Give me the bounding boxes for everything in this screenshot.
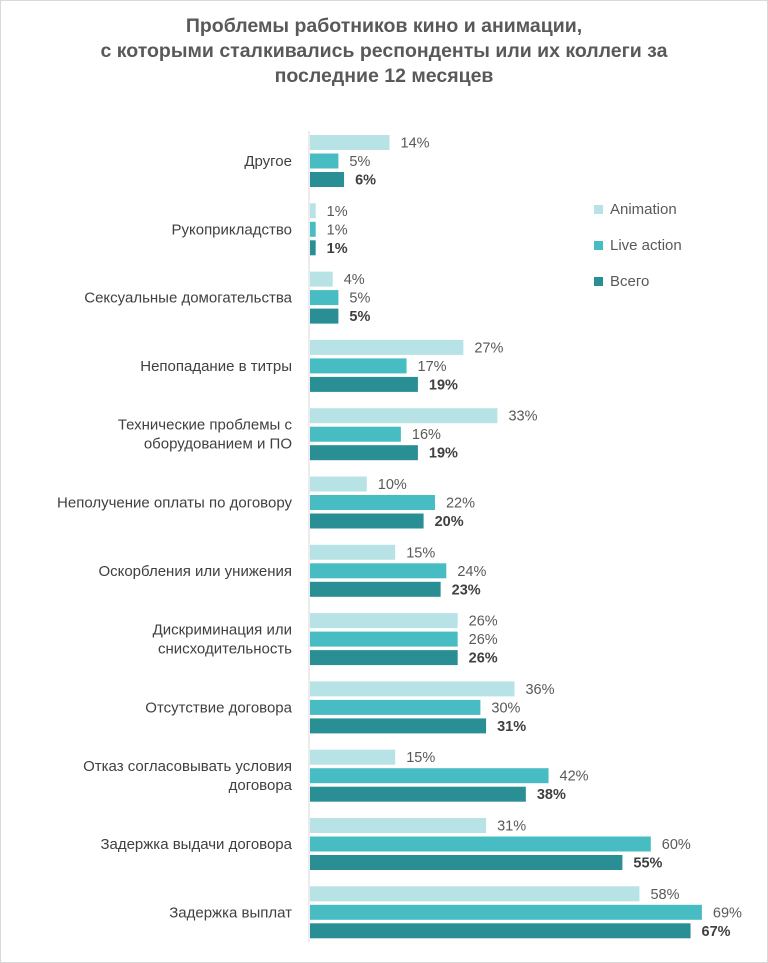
bar-всего: [310, 240, 316, 256]
legend-swatch: [594, 205, 603, 214]
bar-animation: [310, 408, 498, 424]
category-label: Задержка выплат: [169, 904, 292, 921]
bar-live-action: [310, 768, 549, 784]
category-label: Сексуальные домогательства: [84, 290, 292, 307]
bar-всего: [310, 308, 339, 324]
data-label: 17%: [418, 359, 447, 375]
data-label: 19%: [429, 446, 458, 462]
data-label: 1%: [327, 222, 348, 238]
data-label: 38%: [537, 787, 566, 803]
chart-title-line-2: с которыми сталкивались респонденты или …: [100, 40, 668, 62]
data-label: 15%: [406, 750, 435, 766]
data-label: 24%: [457, 564, 486, 580]
category-label: Дискриминация или: [153, 622, 292, 639]
data-label: 6%: [355, 173, 376, 189]
data-label: 69%: [713, 905, 742, 921]
bar-live-action: [310, 699, 481, 715]
bar-live-action: [310, 153, 339, 169]
data-label: 31%: [497, 819, 526, 835]
data-label: 15%: [406, 545, 435, 561]
data-label: 42%: [560, 769, 589, 785]
bar-live-action: [310, 426, 401, 442]
legend-label: Animation: [610, 201, 677, 218]
category-label: Технические проблемы с: [118, 417, 293, 434]
category-label: Задержка выдачи договора: [100, 836, 292, 853]
bar-всего: [310, 376, 418, 392]
bar-live-action: [310, 358, 407, 374]
data-label: 1%: [327, 204, 348, 220]
data-label: 5%: [349, 291, 370, 307]
bar-всего: [310, 786, 526, 802]
data-label: 16%: [412, 427, 441, 443]
data-label: 60%: [662, 837, 691, 853]
data-label: 26%: [469, 651, 498, 667]
data-label: 58%: [650, 887, 679, 903]
data-label: 30%: [491, 700, 520, 716]
bar-animation: [310, 681, 515, 697]
data-label: 14%: [401, 136, 430, 152]
bar-live-action: [310, 836, 651, 852]
legend-label: Всего: [610, 273, 649, 290]
data-label: 55%: [633, 856, 662, 872]
bar-всего: [310, 855, 623, 870]
data-label: 26%: [469, 632, 498, 648]
legend-swatch: [594, 277, 603, 286]
bar-всего: [310, 172, 345, 187]
bar-animation: [310, 271, 333, 287]
bar-animation: [310, 476, 367, 492]
data-label: 4%: [344, 272, 365, 288]
chart-title-line-3: последние 12 месяцев: [274, 65, 494, 87]
data-label: 36%: [525, 682, 554, 698]
data-label: 20%: [435, 514, 464, 530]
data-label: 5%: [349, 309, 370, 325]
category-label: Отсутствие договора: [145, 699, 292, 716]
bar-animation: [310, 886, 640, 902]
category-label: договора: [229, 777, 293, 794]
chart-title-line-1: Проблемы работников кино и анимации,: [185, 15, 583, 37]
bar-live-action: [310, 495, 435, 510]
bar-live-action: [310, 631, 458, 647]
data-label: 10%: [378, 477, 407, 493]
data-label: 27%: [474, 340, 503, 356]
data-label: 19%: [429, 377, 458, 393]
category-label: снисходительность: [158, 641, 292, 658]
data-label: 33%: [508, 409, 537, 425]
bar-всего: [310, 581, 441, 597]
bar-animation: [310, 544, 396, 560]
legend-label: Live action: [610, 237, 682, 254]
data-label: 22%: [446, 496, 475, 512]
bar-animation: [310, 749, 396, 765]
bar-animation: [310, 613, 458, 629]
bar-live-action: [310, 563, 447, 579]
bar-всего: [310, 650, 458, 666]
category-label: оборудованием и ПО: [144, 436, 292, 453]
legend-swatch: [594, 241, 603, 250]
data-label: 67%: [702, 924, 731, 940]
bar-live-action: [310, 290, 339, 306]
category-label: Другое: [244, 153, 292, 170]
bar-всего: [310, 445, 418, 461]
category-label: Оскорбления или унижения: [98, 563, 292, 580]
bar-всего: [310, 923, 691, 939]
category-label: Неполучение оплаты по договору: [57, 495, 292, 512]
bar-animation: [310, 818, 487, 833]
bar-live-action: [310, 221, 316, 237]
data-label: 5%: [349, 154, 370, 170]
data-label: 23%: [452, 582, 481, 598]
category-label: Рукоприкладство: [171, 221, 292, 238]
data-label: 31%: [497, 719, 526, 735]
data-label: 1%: [327, 241, 348, 257]
bar-всего: [310, 513, 424, 529]
bar-animation: [310, 339, 464, 355]
bar-animation: [310, 203, 316, 219]
category-label: Непопадание в титры: [140, 358, 292, 375]
bar-animation: [310, 135, 390, 150]
data-label: 26%: [469, 614, 498, 630]
chart-title: Проблемы работников кино и анимации, с к…: [0, 14, 768, 89]
bar-live-action: [310, 904, 702, 920]
category-label: Отказ согласовывать условия: [83, 758, 292, 775]
bar-всего: [310, 718, 487, 734]
